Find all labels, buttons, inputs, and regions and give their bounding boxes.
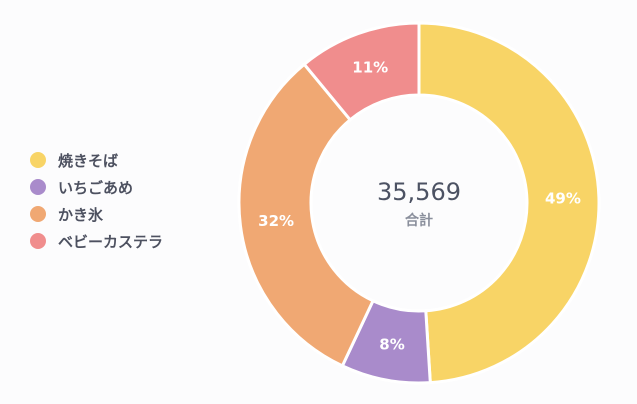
legend-item-kakigori[interactable]: かき氷 — [30, 204, 163, 224]
donut-slices — [237, 21, 601, 385]
slice-label-baby-castella: 11% — [352, 59, 388, 77]
slice-yakisoba[interactable] — [417, 21, 601, 385]
legend-swatch — [30, 152, 46, 168]
center-total: 35,569 — [377, 178, 461, 206]
slice-baby-castella[interactable] — [302, 21, 421, 122]
slice-labels: 49% 8% 32% 11% — [258, 59, 581, 354]
slice-label-yakisoba: 49% — [545, 189, 581, 207]
legend-label: 焼きそば — [58, 151, 119, 170]
center-label: 合計 — [405, 212, 433, 229]
legend-label: いちごあめ — [58, 178, 134, 197]
legend-label: ベビーカステラ — [58, 232, 164, 251]
legend-item-baby-castella[interactable]: ベビーカステラ — [30, 231, 163, 251]
legend-swatch — [30, 179, 46, 195]
legend-item-yakisoba[interactable]: 焼きそば — [30, 150, 163, 170]
legend-swatch — [30, 233, 46, 249]
legend-item-ichigo-ame[interactable]: いちごあめ — [30, 177, 163, 197]
legend-label: かき氷 — [58, 205, 104, 224]
slice-label-ichigo-ame: 8% — [379, 335, 404, 353]
chart-legend: 焼きそば いちごあめ かき氷 ベビーカステラ — [30, 150, 163, 251]
slice-label-kakigori: 32% — [258, 212, 294, 230]
slice-kakigori[interactable] — [237, 62, 376, 368]
legend-swatch — [30, 206, 46, 222]
